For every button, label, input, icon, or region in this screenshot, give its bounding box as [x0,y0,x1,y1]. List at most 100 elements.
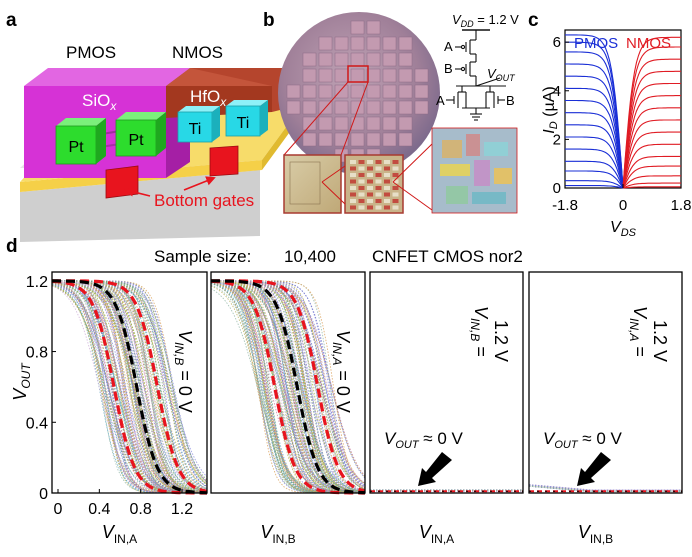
wafer-die [302,116,317,131]
sample-curve [210,280,366,493]
ti-label-left: Ti [189,121,202,138]
sample-curve [210,282,366,494]
sample-curve [528,484,682,491]
array-cell [375,192,382,197]
pmos-iv-curve-4 [565,75,624,189]
sample-curve [52,280,207,494]
nmos-iv-curve-8 [622,131,681,189]
transfer-x-axis-label: VIN,B [578,522,613,546]
pmos-iv-curve-3 [565,63,624,189]
sample-curve [51,280,207,494]
wafer-die [366,20,381,35]
transfer-x-axis-label: VIN,A [419,522,454,546]
array-cell [350,166,356,171]
array-cell [375,205,382,210]
wafer-die [318,52,333,67]
nmos-iv-curve-9 [622,143,682,189]
sample-curve [210,281,365,494]
sample-curve [210,281,365,494]
nmos-iv-curve-13 [622,182,681,189]
wafer-die [334,36,349,51]
array-cell [358,186,365,190]
transfer-subplot-frame [51,271,208,494]
pmos-iv-curve-5 [565,87,624,189]
array-cell [367,192,373,197]
legend-nmos: NMOS [626,35,671,52]
wafer-die [382,52,397,67]
wafer-die [398,116,413,131]
wafer-die [414,100,429,115]
wafer-die [302,84,317,99]
wafer-die [318,116,333,131]
sample-curve [210,280,366,494]
sample-curve [528,484,682,491]
panel-label-c: c [528,10,539,31]
nor2-schematic [446,29,506,121]
input-b-bottom: B [506,93,515,108]
iv-y-tick: 2 [553,131,561,148]
array-cell [350,179,356,184]
sample-curve [528,484,682,491]
subplot-annotation-value: 1.2 V [491,320,511,362]
array-cell [384,179,390,184]
array-cell [358,179,365,184]
iv-x-tick: 1.8 [671,197,692,214]
sample-curve [51,280,208,492]
sample-curve [52,280,207,494]
sample-curve [52,280,208,493]
transfer-y-tick: 1.2 [26,274,48,291]
input-b-top: B [444,61,453,76]
wafer-die [366,36,381,51]
vout-approx-label: VOUT ≈ 0 V [384,429,464,451]
wafer-die [350,84,365,99]
wafer-die [382,36,397,51]
wafer-die [286,100,301,115]
wafer-die [366,116,381,131]
array-cell [350,160,356,164]
transfer-y-tick: 0.4 [26,415,48,432]
array-cell [358,192,365,197]
bottom-gates-label: Bottom gates [154,191,254,210]
transfer-x-tick: 0.4 [88,501,110,518]
iv-chart-frame [564,29,682,189]
wafer-die [334,100,349,115]
transfer-x-tick: 1.2 [171,501,193,518]
sigma-upper-curve [51,279,208,493]
sample-curve [51,281,208,493]
wafer-die [398,36,413,51]
array-cell [350,205,356,210]
nmos-iv-curve-1 [622,46,681,189]
wafer-die [398,52,413,67]
wafer-die [302,52,317,67]
transfer-subplot-4: VIN,A = 1.2 V VOUT ≈ 0 V VIN,B [528,271,683,546]
wafer-die [398,100,413,115]
wafer-zoom-box [347,65,369,83]
sample-curve [52,280,208,492]
sample-curve [51,281,207,494]
sample-curve [51,280,208,491]
wafer-die [398,68,413,83]
transfer-x-tick: 0 [54,501,63,518]
array-cell [367,160,373,164]
iv-x-axis-label: VDS [610,219,637,239]
sample-curve [52,280,208,494]
wafer-die [414,68,429,83]
array-cell [392,160,399,164]
subplot-annotation: VIN,A = 0 V [330,330,353,413]
subplot-annotation: VIN,B = 0 V [172,330,195,413]
sample-curve [52,280,208,493]
wafer-die [382,100,397,115]
wafer-die [382,132,397,147]
iv-y-tick: 4 [553,83,561,100]
panel-label-d: d [6,236,18,257]
iv-y-axis-label: ID (µA) [541,86,560,133]
sample-size-label: Sample size: [154,247,251,266]
array-cell [375,186,382,190]
wafer-die [302,100,317,115]
array-cell [384,199,390,203]
sample-curve [210,280,366,493]
sample-curve [52,280,208,492]
sample-curve [52,280,208,483]
iv-y-tick: 0 [553,180,561,197]
